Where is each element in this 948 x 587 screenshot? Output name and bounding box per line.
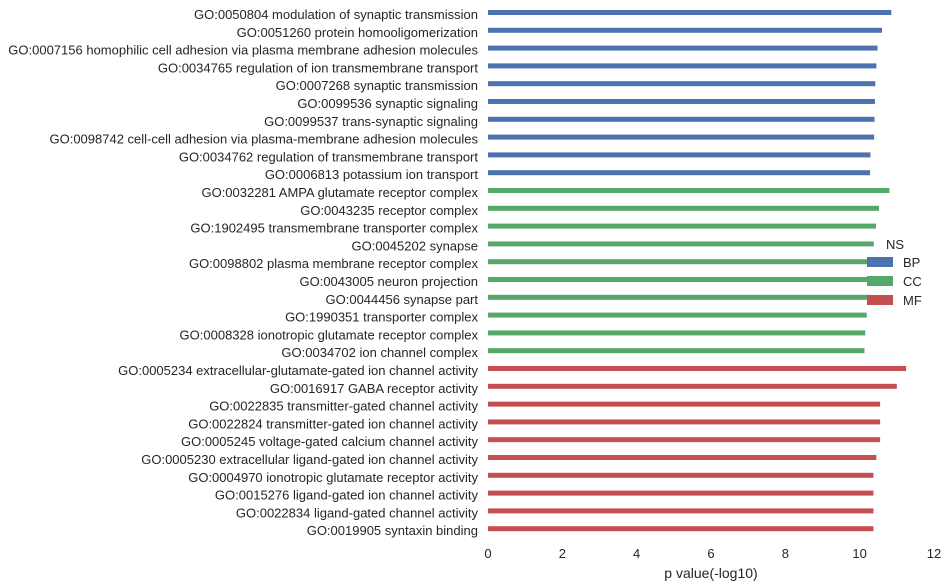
category-label: GO:0050804 modulation of synaptic transm… <box>194 7 478 22</box>
bar-mf <box>488 526 874 532</box>
category-label: GO:0006813 potassium ion transport <box>265 167 479 182</box>
bar-mf <box>488 437 881 443</box>
x-tick-label: 10 <box>852 546 866 561</box>
legend-swatch-mf <box>867 295 893 305</box>
bar-bp <box>488 10 892 15</box>
legend-swatch-bp <box>867 257 893 267</box>
bar-bp <box>488 152 871 158</box>
bar-bp <box>488 45 878 51</box>
x-tick-label: 4 <box>633 546 640 561</box>
bar-cc <box>488 277 871 282</box>
bar-cc <box>488 348 865 354</box>
x-axis-title: p value(-log10) <box>664 565 757 581</box>
bar-cc <box>488 223 877 229</box>
bar-mf <box>488 490 874 496</box>
bar-cc <box>488 330 866 336</box>
category-label: GO:0007268 synaptic transmission <box>276 78 478 93</box>
category-label: GO:0019905 syntaxin binding <box>307 523 478 538</box>
legend-entries: BP CC MF <box>867 255 922 308</box>
bar-bp <box>488 134 875 140</box>
bar-cc <box>488 241 874 247</box>
bar-mf <box>488 472 874 478</box>
bar-mf <box>488 508 874 514</box>
category-label: GO:0005230 extracellular ligand-gated io… <box>141 452 478 467</box>
x-tick-label: 2 <box>559 546 566 561</box>
legend-title: NS <box>886 237 904 252</box>
bar-bp <box>488 63 877 69</box>
category-label: GO:0098742 cell-cell adhesion via plasma… <box>49 132 478 147</box>
x-axis-ticks: 0 2 4 6 8 10 12 <box>484 546 941 561</box>
category-label: GO:0034765 regulation of ion transmembra… <box>158 60 479 75</box>
category-label: GO:0034762 regulation of transmembrane t… <box>179 149 479 164</box>
category-label: GO:0022835 transmitter-gated channel act… <box>209 399 478 414</box>
category-label: GO:0005245 voltage-gated calcium channel… <box>181 434 479 449</box>
bar-mf <box>488 366 907 371</box>
legend-label-mf: MF <box>903 293 922 308</box>
category-label: GO:0022824 transmitter-gated ion channel… <box>188 416 478 431</box>
category-label: GO:0051260 protein homooligomerization <box>237 25 478 40</box>
x-tick-label: 12 <box>927 546 941 561</box>
category-label: GO:1990351 transporter complex <box>285 310 478 325</box>
x-tick-label: 0 <box>484 546 491 561</box>
bar-mf <box>488 401 881 407</box>
category-label: GO:0034702 ion channel complex <box>281 345 478 360</box>
bar-bp <box>488 116 875 122</box>
legend-label-bp: BP <box>903 255 920 270</box>
legend-swatch-cc <box>867 276 893 286</box>
bar-bp <box>488 170 871 176</box>
bar-cc <box>488 259 873 265</box>
x-tick-label: 6 <box>707 546 714 561</box>
bar-cc <box>488 312 867 318</box>
legend: NS BP CC MF <box>867 237 922 308</box>
bar-bp <box>488 99 875 104</box>
category-label: GO:0032281 AMPA glutamate receptor compl… <box>201 185 478 200</box>
bar-mf <box>488 419 881 425</box>
category-label: GO:0016917 GABA receptor activity <box>270 381 479 396</box>
bar-cc <box>488 205 879 211</box>
bars-group <box>488 10 907 532</box>
x-tick-label: 8 <box>782 546 789 561</box>
category-label: GO:0004970 ionotropic glutamate receptor… <box>188 470 478 485</box>
category-label: GO:0007156 homophilic cell adhesion via … <box>8 43 478 58</box>
category-label: GO:0043235 receptor complex <box>300 203 478 218</box>
category-label: GO:0005234 extracellular-glutamate-gated… <box>118 363 478 378</box>
category-label: GO:1902495 transmembrane transporter com… <box>190 221 478 236</box>
category-label: GO:0099536 synaptic signaling <box>297 96 478 111</box>
category-label: GO:0015276 ligand-gated ion channel acti… <box>215 488 479 503</box>
bar-bp <box>488 81 876 87</box>
category-label: GO:0098802 plasma membrane receptor comp… <box>189 256 479 271</box>
bar-mf <box>488 455 877 460</box>
bar-bp <box>488 27 882 33</box>
category-label: GO:0022834 ligand-gated channel activity <box>236 505 479 520</box>
bar-mf <box>488 383 897 389</box>
bar-cc <box>488 188 890 193</box>
legend-label-cc: CC <box>903 274 922 289</box>
category-labels: GO:0050804 modulation of synaptic transm… <box>8 7 478 538</box>
category-label: GO:0045202 synapse <box>352 238 478 253</box>
bar-cc <box>488 294 871 300</box>
category-label: GO:0099537 trans-synaptic signaling <box>264 114 478 129</box>
category-label: GO:0044456 synapse part <box>326 292 479 307</box>
category-label: GO:0043005 neuron projection <box>299 274 478 289</box>
category-label: GO:0008328 ionotropic glutamate receptor… <box>180 327 479 342</box>
